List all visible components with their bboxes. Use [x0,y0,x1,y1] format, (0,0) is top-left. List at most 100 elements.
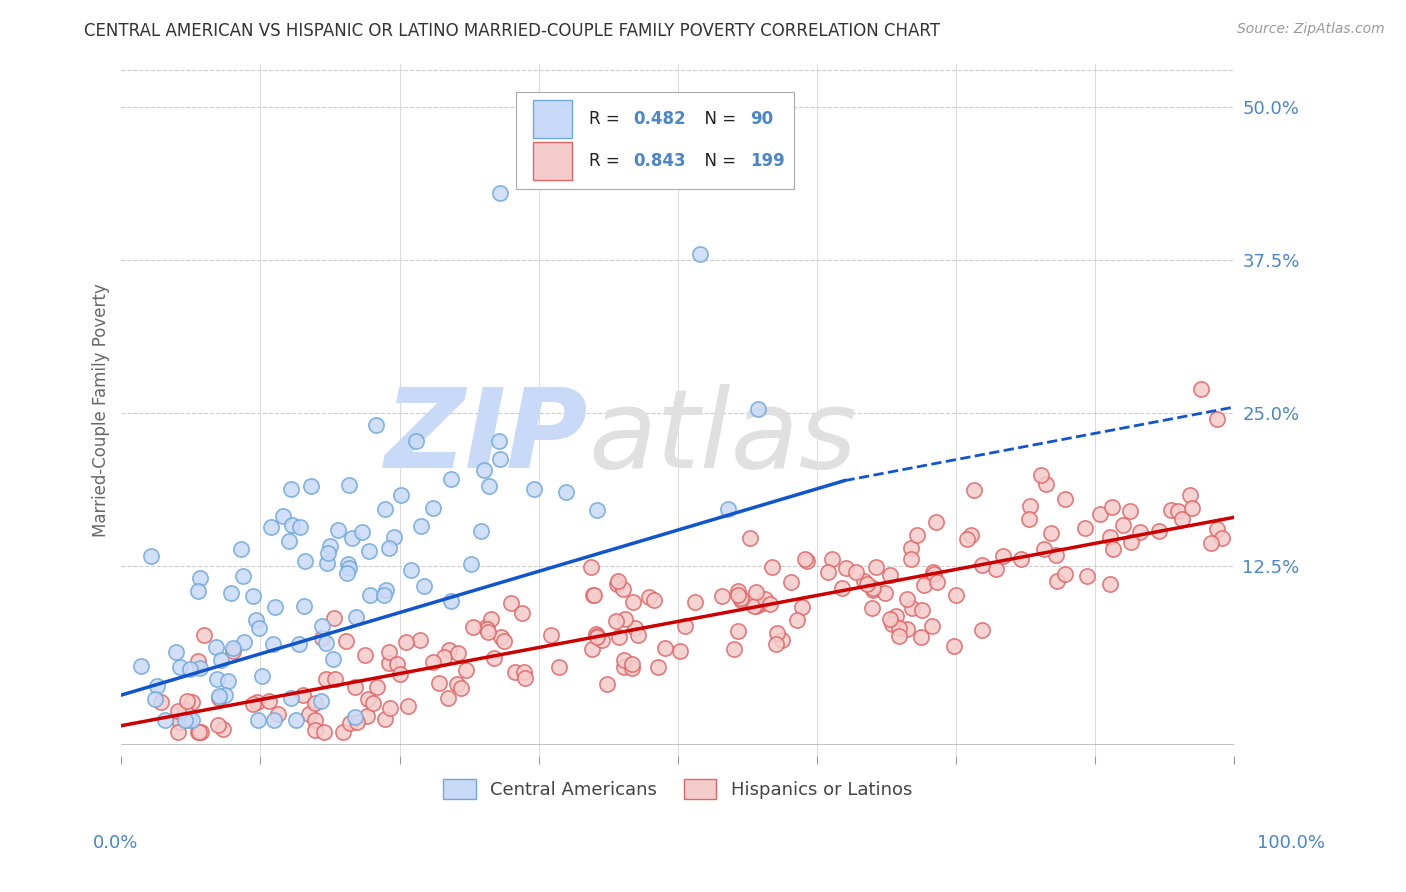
Point [167,724,190,739]
Point [586,502,609,516]
Point [540,628,562,642]
Point [613,653,636,667]
Point [1099,576,1122,591]
Point [378,701,401,715]
Point [555,485,578,500]
Point [427,676,450,690]
Point [454,663,477,677]
Point [146,679,169,693]
Point [143,691,166,706]
Text: R =: R = [589,152,624,170]
Point [1147,524,1170,538]
Point [1211,531,1233,545]
Text: 90: 90 [749,111,773,128]
Point [1171,512,1194,526]
Point [943,640,966,654]
Point [513,671,536,685]
Point [900,552,922,566]
Point [747,401,769,416]
Point [212,722,235,736]
Point [271,509,294,524]
Point [179,663,201,677]
Point [503,665,526,679]
Point [385,657,408,672]
Point [208,690,231,704]
Point [865,560,887,574]
Text: atlas: atlas [589,384,858,491]
Point [277,533,299,548]
Point [1102,542,1125,557]
Point [1029,467,1052,482]
Point [1018,511,1040,525]
Point [905,528,928,542]
Point [311,694,333,708]
Point [221,586,243,600]
Point [217,674,239,689]
Point [356,709,378,723]
Point [475,622,498,636]
Point [643,593,665,607]
Point [596,676,619,690]
Point [1035,476,1057,491]
Point [280,482,302,496]
Point [730,593,752,607]
Point [326,523,349,537]
Point [346,714,368,729]
Point [463,619,485,633]
Point [654,640,676,655]
Point [433,649,456,664]
Text: 0.482: 0.482 [633,111,686,128]
Point [188,661,211,675]
Point [585,626,607,640]
Point [222,644,245,658]
Point [873,586,896,600]
Text: CENTRAL AMERICAN VS HISPANIC OR LATINO MARRIED-COUPLE FAMILY POVERTY CORRELATION: CENTRAL AMERICAN VS HISPANIC OR LATINO M… [84,22,941,40]
Point [361,696,384,710]
Point [284,713,307,727]
Point [759,597,782,611]
Point [450,681,472,695]
Point [991,549,1014,564]
Point [790,600,813,615]
Point [879,612,901,626]
Point [337,561,360,575]
Point [247,621,270,635]
Point [290,520,312,534]
Point [280,691,302,706]
Point [180,713,202,727]
Point [374,712,396,726]
Point [921,566,943,580]
Text: 100.0%: 100.0% [1257,834,1324,852]
Point [745,599,768,614]
Text: 0.843: 0.843 [633,152,686,170]
Point [440,594,463,608]
Point [620,660,643,674]
Point [446,677,468,691]
Point [727,624,749,638]
Point [501,596,523,610]
Point [896,622,918,636]
Point [477,625,499,640]
Point [304,713,326,727]
Point [754,592,776,607]
Point [489,452,512,467]
Point [582,588,605,602]
Point [1199,536,1222,550]
Point [1112,517,1135,532]
Point [1206,522,1229,536]
Point [174,703,197,717]
Point [901,601,924,615]
Point [1011,552,1033,566]
Point [169,715,191,730]
Point [862,583,884,598]
Legend: Central Americans, Hispanics or Latinos: Central Americans, Hispanics or Latinos [436,772,920,806]
Point [281,518,304,533]
Point [288,637,311,651]
Point [1119,503,1142,517]
Point [673,619,696,633]
Point [744,599,766,613]
Point [488,186,510,200]
Point [208,690,231,705]
Point [190,724,212,739]
Point [474,620,496,634]
